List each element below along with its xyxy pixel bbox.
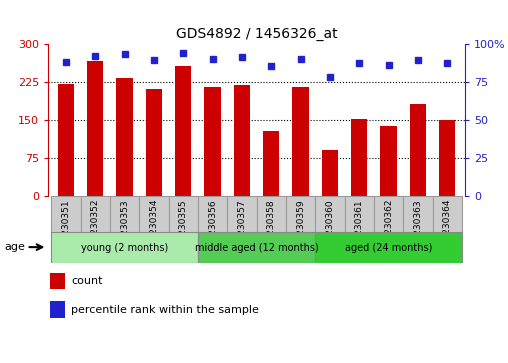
Bar (439, 120, 455, 196)
Bar (139, 196, 169, 232)
Bar (374, 196, 403, 232)
Bar (322, 150, 338, 196)
Text: GSM1230358: GSM1230358 (267, 199, 276, 260)
Text: young (2 months): young (2 months) (81, 243, 168, 253)
Bar (87, 61, 103, 196)
Bar (234, 85, 250, 196)
Bar (50, 301, 65, 318)
Text: GSM1230362: GSM1230362 (384, 199, 393, 260)
Bar (116, 78, 133, 196)
Title: GDS4892 / 1456326_at: GDS4892 / 1456326_at (176, 27, 337, 41)
Bar (51, 196, 81, 232)
Text: GSM1230361: GSM1230361 (355, 199, 364, 260)
Text: GSM1230351: GSM1230351 (61, 199, 71, 260)
Bar (344, 196, 374, 232)
Bar (257, 196, 286, 232)
Text: percentile rank within the sample: percentile rank within the sample (71, 305, 259, 315)
Text: GSM1230354: GSM1230354 (149, 199, 158, 260)
Text: GSM1230353: GSM1230353 (120, 199, 129, 260)
Bar (204, 87, 220, 196)
Bar (410, 103, 426, 196)
Text: aged (24 months): aged (24 months) (345, 243, 432, 253)
Text: GSM1230357: GSM1230357 (237, 199, 246, 260)
Bar (315, 232, 462, 263)
Bar (50, 273, 65, 290)
Text: GSM1230352: GSM1230352 (91, 199, 100, 260)
Bar (110, 196, 139, 232)
Text: GSM1230363: GSM1230363 (414, 199, 422, 260)
Bar (81, 196, 110, 232)
Text: age: age (5, 242, 26, 252)
Bar (175, 66, 192, 196)
Bar (169, 196, 198, 232)
Text: GSM1230355: GSM1230355 (179, 199, 187, 260)
Text: GSM1230356: GSM1230356 (208, 199, 217, 260)
Text: count: count (71, 276, 103, 286)
Bar (51, 232, 198, 263)
Bar (263, 131, 279, 196)
Text: GSM1230364: GSM1230364 (442, 199, 452, 260)
Bar (351, 119, 367, 196)
Bar (286, 196, 315, 232)
Text: middle aged (12 months): middle aged (12 months) (195, 243, 319, 253)
Text: GSM1230360: GSM1230360 (326, 199, 334, 260)
Text: GSM1230359: GSM1230359 (296, 199, 305, 260)
Bar (293, 87, 309, 196)
Bar (403, 196, 432, 232)
Bar (227, 196, 257, 232)
Bar (198, 196, 227, 232)
Bar (315, 196, 344, 232)
Bar (146, 89, 162, 196)
Bar (198, 232, 315, 263)
Bar (58, 84, 74, 196)
Bar (380, 126, 397, 196)
Bar (432, 196, 462, 232)
